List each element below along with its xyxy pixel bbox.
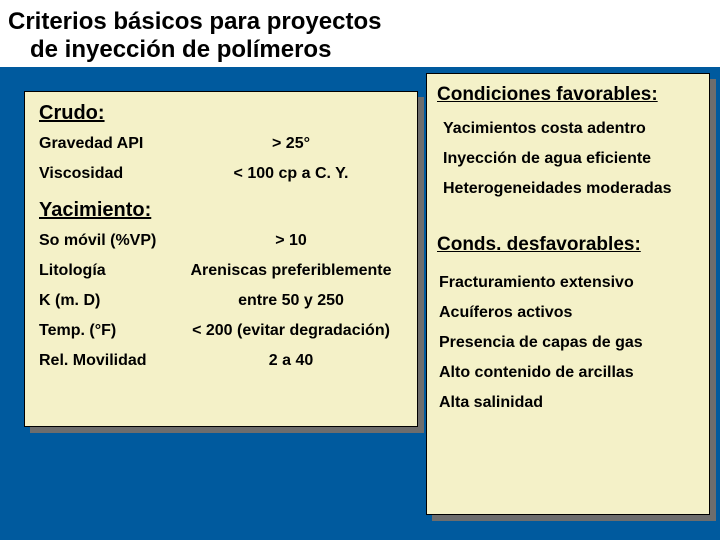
- row-value: > 25°: [179, 135, 403, 153]
- title-line1: Criterios básicos para proyectos: [8, 8, 381, 35]
- crudo-header: Crudo:: [39, 102, 403, 125]
- title-band: Criterios básicos para proyectos de inye…: [0, 0, 720, 67]
- desf-item: Fracturamiento extensivo: [439, 274, 699, 292]
- row-label: Gravedad API: [39, 135, 179, 153]
- row-label: K (m. D): [39, 292, 179, 310]
- fav-item: Heterogeneidades moderadas: [443, 180, 699, 198]
- desfavorable-header: Conds. desfavorables:: [437, 234, 699, 256]
- row-label: Viscosidad: [39, 165, 179, 183]
- left-panel: Crudo: Gravedad API > 25° Viscosidad < 1…: [24, 91, 418, 427]
- desfavorable-list: Fracturamiento extensivo Acuíferos activ…: [437, 274, 699, 412]
- desf-item: Acuíferos activos: [439, 304, 699, 322]
- yac-row: Rel. Movilidad 2 a 40: [39, 352, 403, 370]
- row-label: Litología: [39, 262, 179, 280]
- row-value: > 10: [179, 232, 403, 250]
- fav-item: Inyección de agua eficiente: [443, 150, 699, 168]
- favorable-list: Yacimientos costa adentro Inyección de a…: [437, 120, 699, 198]
- title-line2: de inyección de polímeros: [8, 36, 331, 63]
- right-panel: Condiciones favorables: Yacimientos cost…: [426, 73, 710, 515]
- row-value: Areniscas preferiblemente: [179, 262, 403, 280]
- row-value: entre 50 y 250: [179, 292, 403, 310]
- row-label: Temp. (°F): [39, 322, 179, 340]
- row-value: < 100 cp a C. Y.: [179, 165, 403, 183]
- desf-item: Alta salinidad: [439, 394, 699, 412]
- slide: Criterios básicos para proyectos de inye…: [0, 0, 720, 540]
- fav-item: Yacimientos costa adentro: [443, 120, 699, 138]
- row-value: < 200 (evitar degradación): [179, 322, 403, 340]
- yac-row: So móvil (%VP) > 10: [39, 232, 403, 250]
- crudo-row: Gravedad API > 25°: [39, 135, 403, 153]
- yac-row: Litología Areniscas preferiblemente: [39, 262, 403, 280]
- row-label: So móvil (%VP): [39, 232, 179, 250]
- row-label: Rel. Movilidad: [39, 352, 179, 370]
- row-value: 2 a 40: [179, 352, 403, 370]
- crudo-row: Viscosidad < 100 cp a C. Y.: [39, 165, 403, 183]
- yac-row: K (m. D) entre 50 y 250: [39, 292, 403, 310]
- yacimiento-header: Yacimiento:: [39, 199, 403, 222]
- favorable-header: Condiciones favorables:: [437, 84, 699, 106]
- desf-item: Alto contenido de arcillas: [439, 364, 699, 382]
- desf-item: Presencia de capas de gas: [439, 334, 699, 352]
- slide-title: Criterios básicos para proyectos de inye…: [8, 8, 712, 63]
- content-area: Condiciones favorables: Yacimientos cost…: [0, 67, 720, 529]
- yac-row: Temp. (°F) < 200 (evitar degradación): [39, 322, 403, 340]
